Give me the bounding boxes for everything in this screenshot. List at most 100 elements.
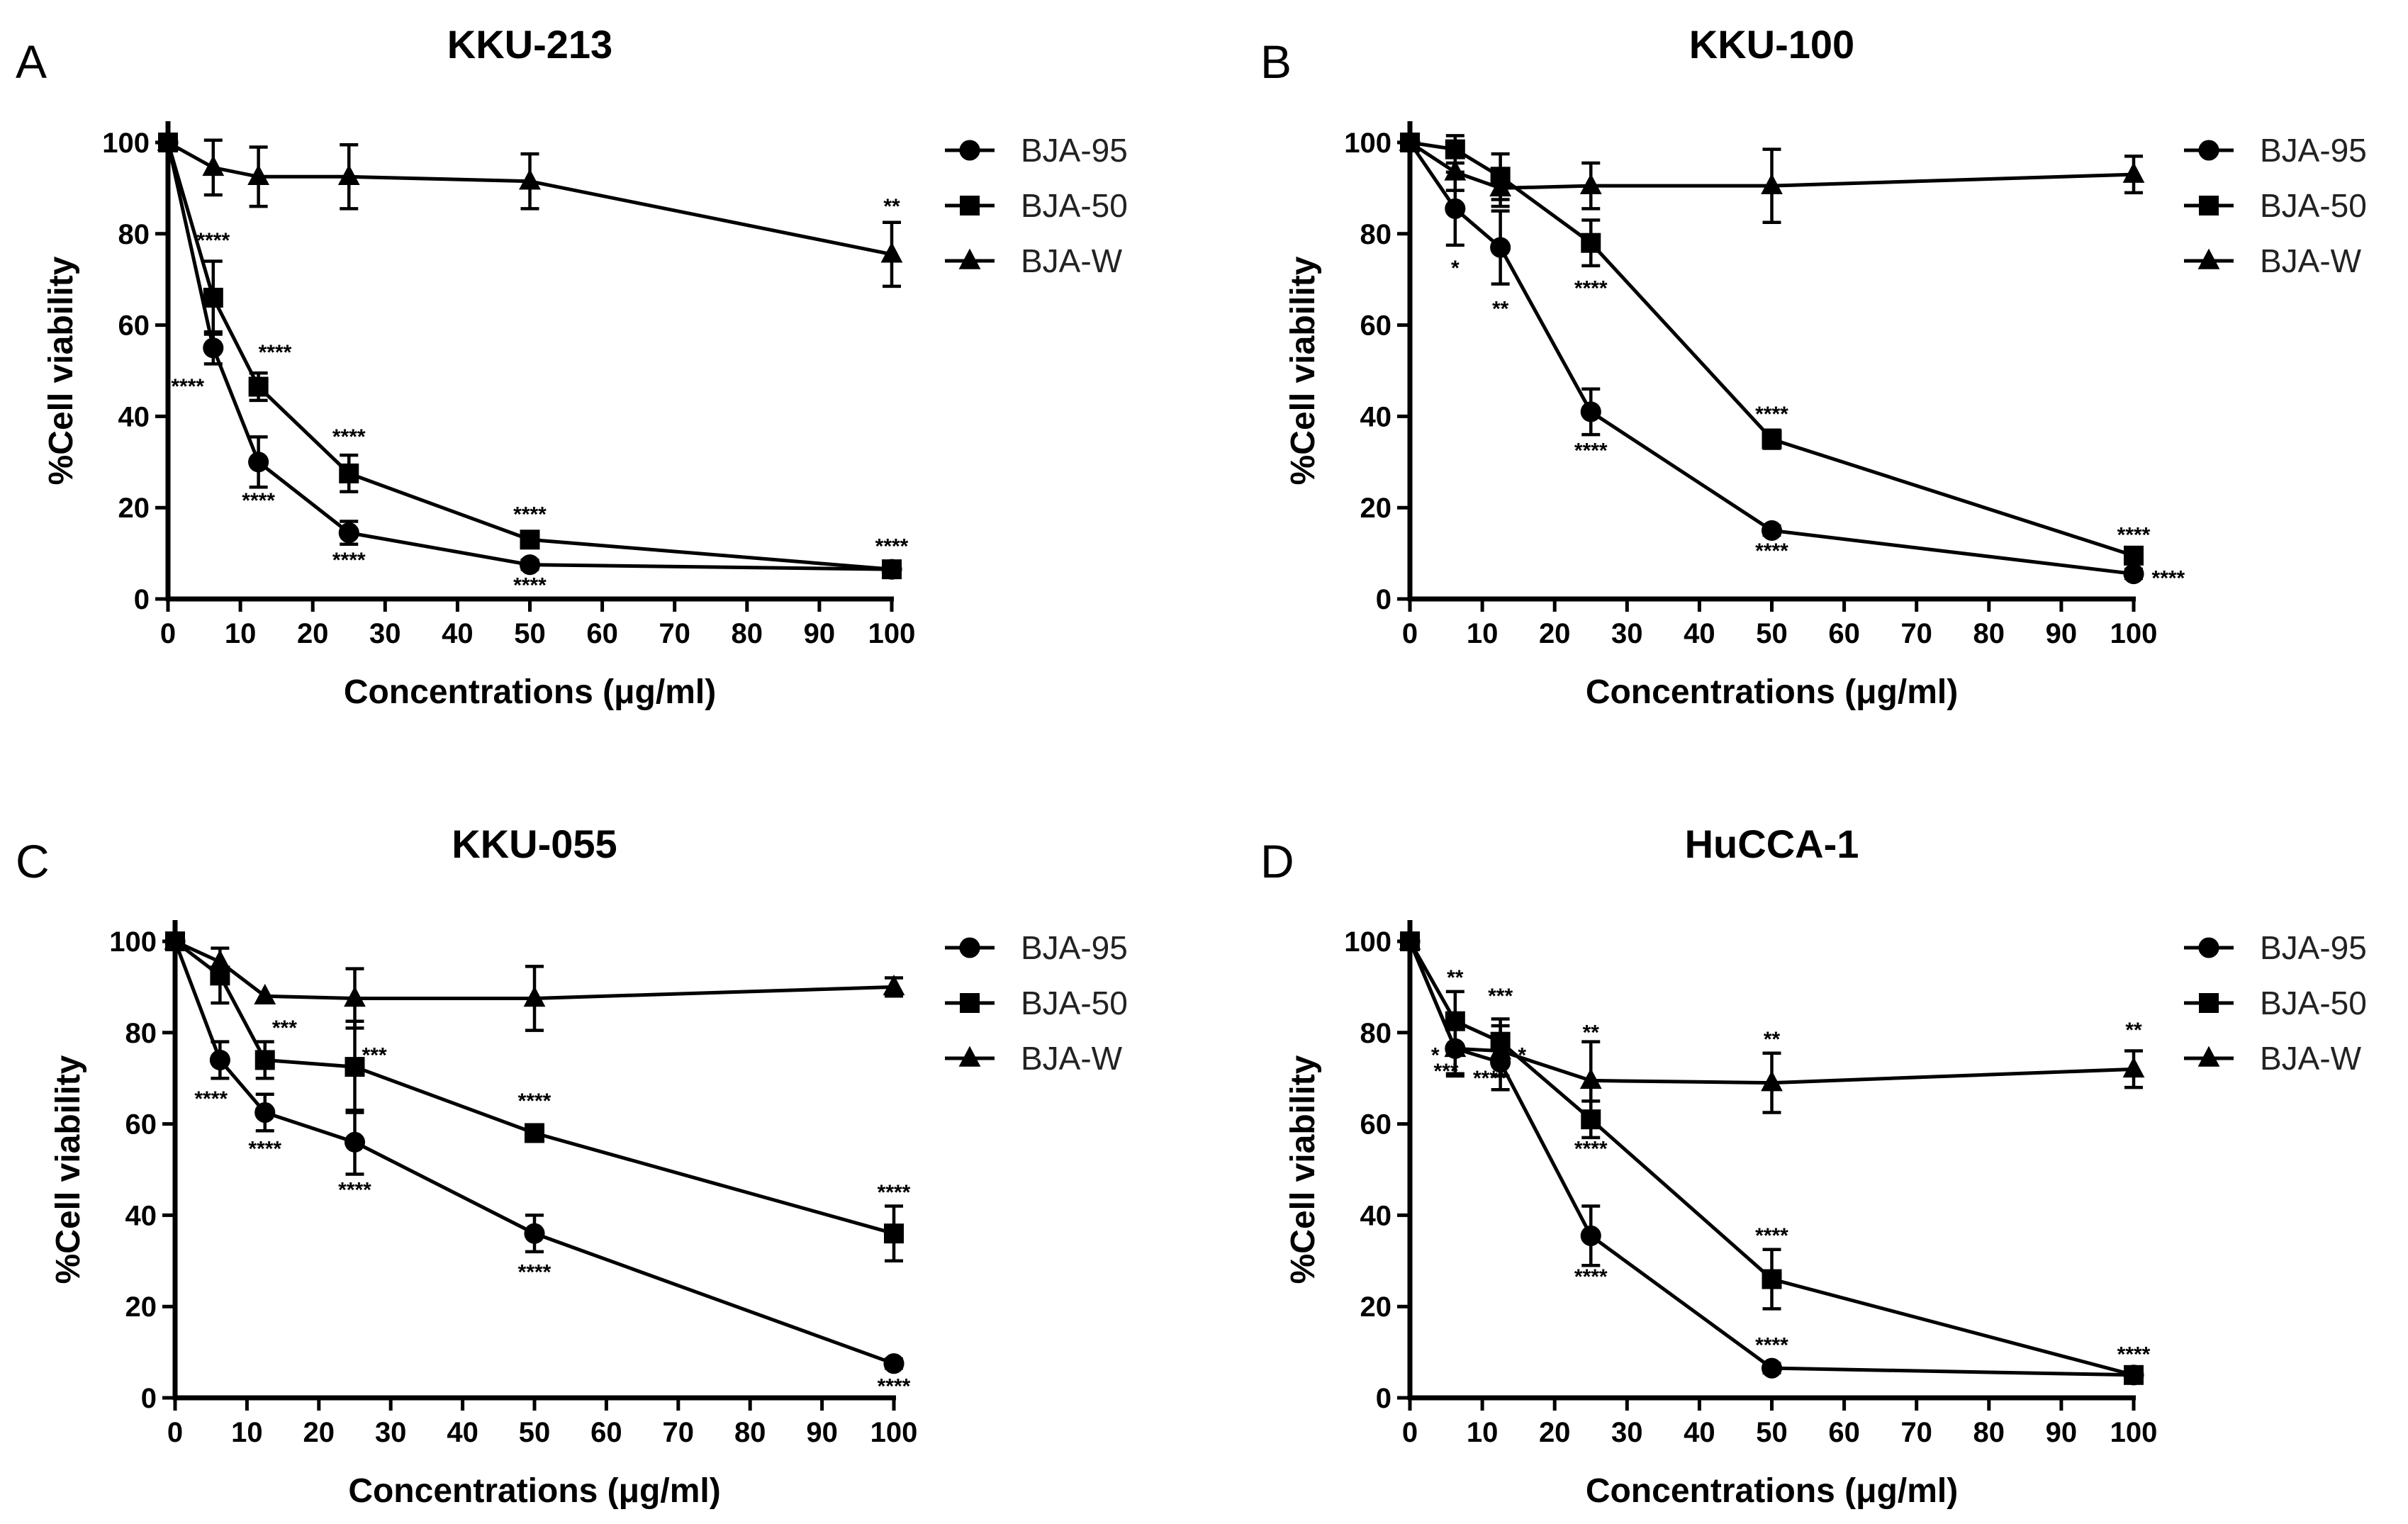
data-point-circle	[883, 1353, 905, 1374]
series-line	[1408, 941, 2134, 1085]
legend-marker-circle	[959, 140, 980, 161]
significance-annotation: ****	[194, 1087, 228, 1111]
series-bja-50	[158, 133, 902, 580]
x-tick-label: 10	[1467, 618, 1499, 649]
x-tick-label: 70	[663, 1417, 695, 1448]
data-point-square	[248, 376, 269, 397]
legend-marker-triangle	[958, 248, 981, 269]
significance-annotation: ****	[1574, 439, 1608, 462]
significance-annotation: ***	[1434, 1060, 1459, 1083]
x-tick-label: 60	[590, 1417, 622, 1448]
chart-panel-a: A KKU-213 0 20 40 60 80 100 0 10 20 30 40 50 60 70 80 90 1…	[16, 22, 1128, 711]
data-point-circle	[524, 1223, 545, 1244]
panel-letter: C	[16, 835, 50, 887]
legend-marker-triangle	[2197, 248, 2220, 269]
legend-marker-triangle	[2197, 1046, 2220, 1067]
chart-panel-d: D HuCCA-1 0 20 40 60 80 100 0 10 20 30 40 50 60 70 80 90 1…	[1260, 822, 2367, 1510]
x-axis-label: Concentrations (μg/ml)	[344, 673, 716, 711]
significance-annotation: ****	[518, 1261, 551, 1284]
y-axis-label: %Cell viability	[50, 1055, 87, 1284]
data-point-circle	[2123, 564, 2144, 585]
data-point-circle	[248, 452, 269, 473]
panel-letter: B	[1260, 35, 1292, 88]
y-tick-label: 60	[1360, 310, 1392, 342]
legend-label: BJA-W	[1021, 242, 1123, 279]
significance-annotation: ****	[332, 425, 366, 449]
x-tick-label: 20	[297, 618, 329, 649]
chart-title: KKU-213	[447, 22, 612, 67]
y-tick-label: 100	[102, 128, 150, 159]
significance-annotation: **	[1583, 1021, 1600, 1044]
y-tick-label: 80	[1360, 219, 1392, 250]
significance-annotation: **	[1764, 1028, 1781, 1051]
y-tick-label: 100	[109, 926, 157, 958]
legend-label: BJA-W	[2260, 1040, 2362, 1077]
data-point-circle	[338, 522, 359, 544]
series-line	[1408, 940, 2134, 1377]
panel-letter: A	[16, 35, 47, 88]
significance-annotation: **	[1447, 966, 1464, 990]
significance-annotation: ****	[1473, 1067, 1506, 1090]
legend-label: BJA-95	[2260, 929, 2367, 966]
significance-annotation: ****	[513, 503, 547, 527]
x-tick-label: 10	[231, 1417, 263, 1448]
significance-annotation: ****	[338, 1179, 371, 1202]
x-tick-label: 80	[734, 1417, 766, 1448]
x-tick-label: 0	[1402, 1417, 1418, 1448]
y-tick-label: 0	[1376, 1383, 1391, 1414]
x-tick-label: 90	[806, 1417, 838, 1448]
x-tick-label: 50	[514, 618, 546, 649]
data-point-triangle	[344, 986, 366, 1007]
data-point-square	[525, 1123, 544, 1143]
series-bja-w	[1399, 929, 2145, 1121]
data-point-square	[1762, 429, 1782, 449]
data-point-triangle	[519, 169, 541, 190]
series-bja-w	[157, 130, 903, 288]
x-tick-label: 60	[1828, 618, 1860, 649]
x-tick-label: 30	[1611, 618, 1643, 649]
data-point-triangle	[2122, 162, 2145, 183]
y-tick-label: 20	[1360, 1292, 1392, 1323]
series-line	[1409, 140, 2134, 190]
data-point-triangle	[1399, 929, 1421, 950]
chart-title: KKU-055	[452, 822, 617, 866]
series-bja-w	[164, 929, 905, 1032]
data-point-triangle	[880, 242, 903, 263]
x-tick-label: 70	[1900, 1417, 1932, 1448]
data-point-square	[339, 463, 359, 483]
significance-annotation: ****	[1755, 403, 1788, 426]
legend-label: BJA-50	[1021, 187, 1128, 224]
data-point-square	[884, 1223, 904, 1244]
x-tick-label: 70	[1900, 618, 1932, 649]
significance-annotation: ****	[1574, 277, 1608, 301]
data-point-triangle	[1489, 1038, 1512, 1060]
legend-marker-triangle	[958, 1046, 981, 1067]
y-tick-label: 40	[1360, 1200, 1392, 1231]
y-tick-label: 100	[1344, 128, 1391, 159]
significance-annotation: **	[2125, 1019, 2142, 1042]
y-tick-label: 20	[118, 493, 150, 524]
data-point-circle	[1761, 1357, 1783, 1379]
data-point-circle	[1761, 520, 1783, 541]
x-tick-label: 10	[1467, 1417, 1499, 1448]
chart-title: KKU-100	[1689, 22, 1854, 67]
x-axis-label: Concentrations (μg/ml)	[1586, 1472, 1958, 1510]
x-tick-label: 30	[375, 1417, 407, 1448]
significance-annotation: ****	[1755, 1334, 1788, 1357]
series-line	[174, 939, 895, 1000]
y-tick-label: 60	[125, 1109, 157, 1141]
data-point-triangle	[523, 986, 546, 1007]
x-axis-label: Concentrations (μg/ml)	[1586, 673, 1958, 711]
significance-annotation: ****	[2117, 1343, 2151, 1366]
x-tick-label: 70	[659, 618, 690, 649]
panel-letter: D	[1260, 835, 1294, 887]
data-point-circle	[344, 1131, 366, 1153]
data-point-triangle	[337, 164, 360, 186]
significance-annotation: ****	[171, 375, 204, 398]
legend: BJA-95 BJA-50 BJA-W	[945, 132, 1128, 279]
legend-label: BJA-W	[1021, 1040, 1123, 1077]
data-point-triangle	[1489, 176, 1512, 197]
chart-panel-b: B KKU-100 0 20 40 60 80 100 0 10 20 30 40 50 60 70 80 90 1…	[1260, 22, 2367, 711]
